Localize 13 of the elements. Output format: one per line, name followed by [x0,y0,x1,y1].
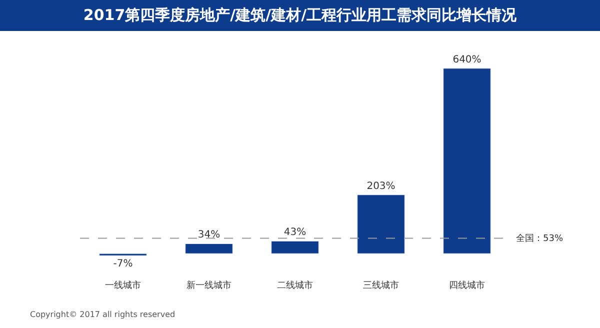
data-label: 640% [452,54,482,66]
x-tick-label: 四线城市 [449,280,485,291]
ref-line-label: 全国：53% [516,233,564,244]
x-tick-label: 一线城市 [105,280,141,291]
text: Copyright© 2017 all rights reserved [30,310,176,319]
x-tick-label: 三线城市 [363,280,399,291]
data-label: 203% [366,180,396,192]
data-label: 34% [198,230,220,241]
data-label: 43% [284,227,306,238]
x-tick-label: 二线城市 [277,280,313,291]
data-label: -7% [113,258,133,270]
x-tick-label: 新一线城市 [186,280,232,291]
chart-title: 2017第四季度房地产/建筑/建材/工程行业用工需求同比增长情况 [83,6,518,24]
